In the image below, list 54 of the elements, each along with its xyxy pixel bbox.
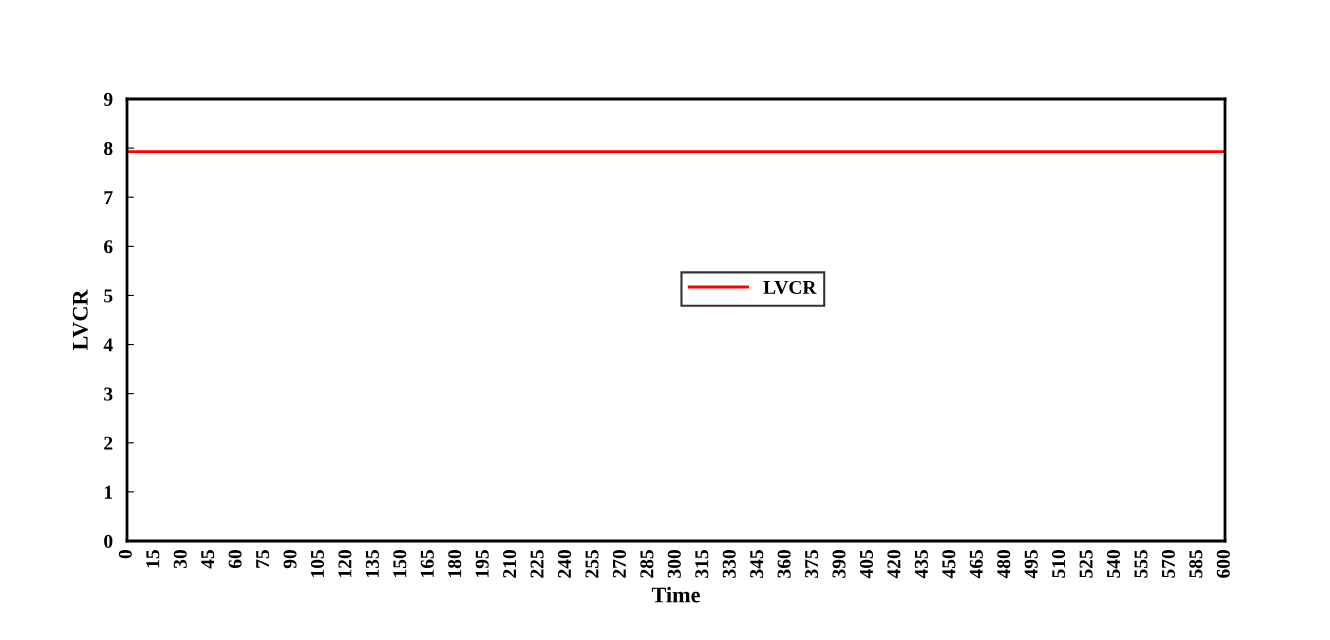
y-tick-label: 6: [104, 240, 113, 254]
x-tick-label: 285: [640, 550, 654, 578]
x-tick-label: 525: [1079, 550, 1093, 578]
x-tick-label: 30: [173, 550, 187, 569]
x-tick-label: 90: [283, 550, 297, 569]
y-tick-label: 4: [103, 338, 113, 352]
x-tick-label: 480: [997, 550, 1011, 579]
x-tick-label: 360: [777, 550, 791, 578]
y-tick-label: 1: [104, 485, 113, 499]
x-tick-label: 435: [914, 550, 928, 579]
x-tick-label: 180: [448, 550, 462, 577]
x-tick-label: 390: [832, 550, 846, 578]
y-tick-label: 7: [104, 191, 113, 204]
x-tick-label: 300: [667, 550, 681, 578]
x-tick-label: 135: [365, 550, 379, 577]
x-tick-label: 555: [1134, 550, 1148, 578]
x-tick-label: 75: [256, 550, 270, 568]
x-tick-label: 120: [338, 550, 352, 577]
x-tick-label: 450: [942, 550, 956, 579]
x-tick-label: 315: [695, 550, 709, 578]
y-tick-label: 8: [104, 141, 113, 156]
x-tick-label: 225: [530, 550, 544, 578]
x-tick-label: 240: [557, 550, 572, 578]
x-tick-label: 570: [1161, 550, 1175, 578]
legend-label: LVCR: [763, 280, 817, 295]
x-tick-label: 375: [805, 550, 819, 578]
x-tick-label: 60: [228, 550, 242, 569]
y-axis-title: LVCR: [72, 289, 88, 351]
x-tick-label: 465: [969, 550, 983, 579]
x-axis-title: Time: [651, 586, 700, 603]
x-tick-label: 405: [859, 550, 874, 579]
y-tick-label: 0: [104, 534, 113, 548]
x-tick-label: 270: [612, 550, 626, 578]
x-tick-label: 585: [1189, 550, 1203, 578]
x-tick-label: 255: [585, 550, 599, 578]
x-tick-label: 420: [887, 550, 901, 579]
x-tick-label: 510: [1052, 550, 1066, 578]
y-tick-label: 3: [104, 387, 113, 401]
x-tick-label: 330: [722, 550, 736, 578]
y-tick-label: 9: [103, 92, 113, 106]
x-tick-label: 345: [750, 550, 764, 578]
x-tick-label: 150: [393, 550, 407, 577]
x-tick-label: 165: [420, 550, 434, 577]
x-tick-label: 210: [503, 550, 517, 578]
x-tick-label: 15: [146, 550, 160, 568]
x-tick-label: 600: [1216, 550, 1230, 578]
x-tick-label: 45: [201, 550, 215, 569]
y-tick-label: 5: [104, 289, 113, 303]
y-tick-label: 2: [104, 436, 113, 450]
x-tick-label: 540: [1106, 550, 1121, 578]
x-tick-label: 0: [118, 550, 132, 559]
x-tick-label: 195: [475, 550, 489, 577]
x-tick-label: 105: [310, 550, 325, 577]
x-tick-label: 495: [1024, 550, 1038, 579]
